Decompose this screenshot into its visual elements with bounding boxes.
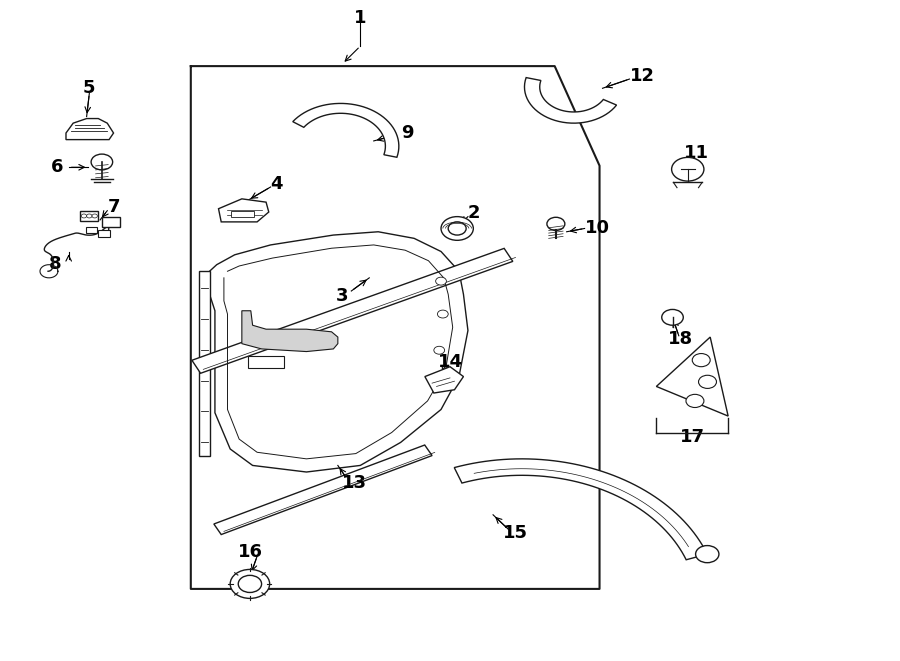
Circle shape xyxy=(441,217,473,241)
Circle shape xyxy=(81,214,86,218)
Polygon shape xyxy=(454,459,707,560)
Circle shape xyxy=(671,157,704,181)
FancyBboxPatch shape xyxy=(248,356,284,368)
Text: 9: 9 xyxy=(400,124,413,142)
Polygon shape xyxy=(214,445,432,535)
Polygon shape xyxy=(219,199,269,222)
Text: 5: 5 xyxy=(83,79,95,97)
Text: 7: 7 xyxy=(107,198,120,216)
Text: 14: 14 xyxy=(437,353,463,371)
Circle shape xyxy=(692,354,710,367)
Polygon shape xyxy=(525,77,616,123)
Circle shape xyxy=(230,569,270,598)
FancyBboxPatch shape xyxy=(231,212,254,217)
Circle shape xyxy=(662,309,683,325)
Text: 2: 2 xyxy=(468,204,481,222)
Circle shape xyxy=(437,310,448,318)
Text: 4: 4 xyxy=(271,175,284,194)
Polygon shape xyxy=(66,118,113,139)
FancyBboxPatch shape xyxy=(98,231,110,237)
Text: 16: 16 xyxy=(238,543,264,561)
Polygon shape xyxy=(242,311,338,352)
Circle shape xyxy=(434,346,445,354)
Text: 12: 12 xyxy=(629,67,654,85)
Text: 1: 1 xyxy=(354,9,366,27)
Circle shape xyxy=(86,214,92,218)
Text: 6: 6 xyxy=(50,158,63,176)
FancyBboxPatch shape xyxy=(102,217,120,227)
Text: 3: 3 xyxy=(336,287,348,305)
Circle shape xyxy=(448,222,466,235)
Circle shape xyxy=(547,217,565,231)
Text: 11: 11 xyxy=(684,144,709,162)
Text: 8: 8 xyxy=(49,255,61,273)
Text: 17: 17 xyxy=(680,428,705,446)
Text: 15: 15 xyxy=(503,524,528,542)
Polygon shape xyxy=(656,337,728,416)
Polygon shape xyxy=(210,232,468,472)
Circle shape xyxy=(238,575,262,592)
Circle shape xyxy=(431,383,442,391)
FancyBboxPatch shape xyxy=(80,212,98,221)
Circle shape xyxy=(686,395,704,408)
Circle shape xyxy=(698,375,716,389)
Circle shape xyxy=(436,277,446,285)
Text: 18: 18 xyxy=(668,330,693,348)
Circle shape xyxy=(91,154,112,170)
Text: 13: 13 xyxy=(341,474,366,492)
Polygon shape xyxy=(292,103,399,157)
Circle shape xyxy=(696,545,719,563)
FancyBboxPatch shape xyxy=(86,227,97,233)
Text: 10: 10 xyxy=(585,219,609,237)
Polygon shape xyxy=(425,367,464,393)
Circle shape xyxy=(92,214,97,218)
Polygon shape xyxy=(192,249,513,373)
Polygon shape xyxy=(199,271,210,455)
